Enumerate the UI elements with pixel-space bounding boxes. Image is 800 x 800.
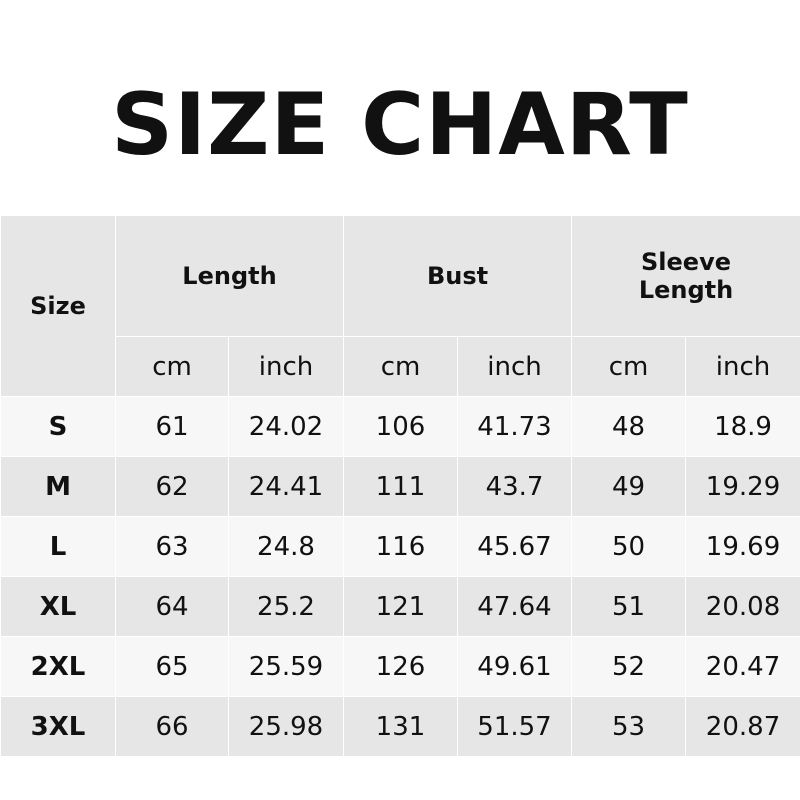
value-cell: 65 <box>115 636 229 697</box>
value-cell: 51.57 <box>456 696 573 757</box>
size-table: Size Length Bust Sleeve Length cm inch c… <box>0 215 800 757</box>
size-cell: XL <box>0 576 116 637</box>
value-cell: 24.02 <box>228 396 344 457</box>
table-row: XL 64 25.2 121 47.64 51 20.08 <box>0 576 800 637</box>
value-cell: 62 <box>115 456 229 517</box>
unit-cm: cm <box>115 336 229 397</box>
value-cell: 50 <box>571 516 687 577</box>
table-row: M 62 24.41 111 43.7 49 19.29 <box>0 456 800 517</box>
size-cell: M <box>0 456 116 517</box>
value-cell: 25.2 <box>228 576 344 637</box>
value-cell: 43.7 <box>456 456 573 517</box>
unit-inch: inch <box>456 336 573 397</box>
unit-inch: inch <box>685 336 800 397</box>
size-cell: 2XL <box>0 636 116 697</box>
value-cell: 47.64 <box>456 576 573 637</box>
value-cell: 25.98 <box>228 696 344 757</box>
value-cell: 61 <box>115 396 229 457</box>
value-cell: 49 <box>571 456 687 517</box>
value-cell: 116 <box>343 516 458 577</box>
table-row: 2XL 65 25.59 126 49.61 52 20.47 <box>0 636 800 697</box>
value-cell: 41.73 <box>456 396 573 457</box>
value-cell: 24.41 <box>228 456 344 517</box>
table-row: L 63 24.8 116 45.67 50 19.69 <box>0 516 800 577</box>
value-cell: 131 <box>343 696 458 757</box>
value-cell: 64 <box>115 576 229 637</box>
header-size: Size <box>0 215 116 397</box>
value-cell: 19.69 <box>685 516 800 577</box>
table-row: S 61 24.02 106 41.73 48 18.9 <box>0 396 800 457</box>
value-cell: 49.61 <box>456 636 573 697</box>
unit-cm: cm <box>571 336 687 397</box>
unit-inch: inch <box>228 336 344 397</box>
value-cell: 48 <box>571 396 687 457</box>
value-cell: 20.47 <box>685 636 800 697</box>
table-row: 3XL 66 25.98 131 51.57 53 20.87 <box>0 696 800 757</box>
value-cell: 126 <box>343 636 458 697</box>
value-cell: 121 <box>343 576 458 637</box>
value-cell: 20.08 <box>685 576 800 637</box>
size-cell: 3XL <box>0 696 116 757</box>
page-title: SIZE CHART <box>111 75 689 175</box>
value-cell: 66 <box>115 696 229 757</box>
sleeve-line1: Sleeve <box>641 248 732 276</box>
value-cell: 18.9 <box>685 396 800 457</box>
value-cell: 106 <box>343 396 458 457</box>
header-bust: Bust <box>342 215 573 337</box>
value-cell: 24.8 <box>228 516 344 577</box>
size-cell: L <box>0 516 116 577</box>
value-cell: 63 <box>115 516 229 577</box>
value-cell: 25.59 <box>228 636 344 697</box>
unit-cm: cm <box>343 336 458 397</box>
value-cell: 19.29 <box>685 456 800 517</box>
size-cell: S <box>0 396 116 457</box>
header-length: Length <box>115 215 344 337</box>
value-cell: 111 <box>343 456 458 517</box>
sleeve-line2: Length <box>638 276 734 304</box>
value-cell: 51 <box>571 576 687 637</box>
header-sleeve-length: Sleeve Length <box>571 215 800 337</box>
value-cell: 45.67 <box>456 516 573 577</box>
value-cell: 53 <box>571 696 687 757</box>
value-cell: 52 <box>571 636 687 697</box>
value-cell: 20.87 <box>685 696 800 757</box>
